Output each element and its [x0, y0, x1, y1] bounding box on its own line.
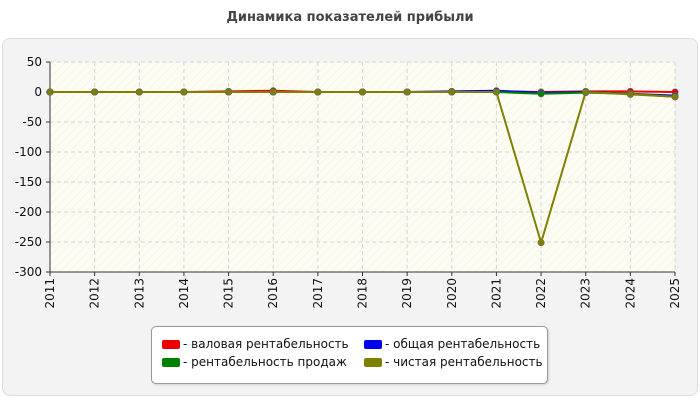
data-point-series-4: [314, 88, 322, 96]
legend-item-sales-margin[interactable]: - рентабельность продаж: [162, 355, 347, 369]
legend-swatch-blue: [364, 339, 382, 349]
y-tick-label: -300: [15, 265, 42, 279]
legend-label: - общая рентабельность: [385, 337, 541, 351]
x-tick-label: 2023: [579, 278, 593, 309]
legend-label: - валовая рентабельность: [183, 337, 349, 351]
y-tick-label: -50: [22, 115, 42, 129]
x-tick-label: 2024: [623, 278, 637, 309]
y-tick-label: 0: [34, 85, 42, 99]
data-point-series-4: [671, 93, 679, 101]
legend-item-gross-margin[interactable]: - валовая рентабельность: [162, 337, 349, 351]
axes: [49, 62, 675, 273]
x-tick-label: 2021: [489, 278, 503, 309]
data-point-series-4: [448, 88, 456, 96]
legend-swatch-green: [162, 357, 180, 367]
x-tick-label: 2017: [311, 278, 325, 309]
data-point-series-4: [492, 88, 500, 96]
y-tick-label: -100: [15, 145, 42, 159]
x-tick-label: 2015: [222, 278, 236, 309]
x-tick-label: 2025: [668, 278, 682, 309]
legend-item-total-margin[interactable]: - общая рентабельность: [364, 337, 540, 351]
y-tick-label: -200: [15, 205, 42, 219]
x-tick-labels: 2011 2012 2013 2014 2015 2016 2017 2018 2019 2020…: [43, 278, 682, 309]
x-tick-label: 2018: [356, 278, 370, 309]
x-tick-label: 2016: [266, 278, 280, 309]
legend-swatch-olive: [364, 357, 382, 367]
data-point-series-4: [626, 90, 634, 98]
y-tick-label: 50: [27, 55, 42, 69]
data-point-series-4: [46, 88, 54, 96]
grid-lines: [46, 61, 676, 276]
y-tick-labels: 50 0 -50 -100 -150 -200 -250 -300: [15, 55, 42, 279]
data-point-series-4: [269, 88, 277, 96]
series-points: [46, 87, 679, 247]
data-point-series-4: [225, 88, 233, 96]
legend: - валовая рентабельность - общая рентабе…: [151, 326, 548, 384]
x-tick-label: 2012: [88, 278, 102, 309]
x-tick-label: 2013: [132, 278, 146, 309]
data-point-series-4: [582, 88, 590, 96]
y-tick-label: -150: [15, 175, 42, 189]
legend-label: - рентабельность продаж: [183, 355, 347, 369]
data-point-series-4: [358, 88, 366, 96]
data-point-series-4: [537, 239, 545, 247]
legend-item-net-margin[interactable]: - чистая рентабельность: [364, 355, 543, 369]
x-tick-label: 2011: [43, 278, 57, 309]
data-point-series-4: [403, 88, 411, 96]
legend-swatch-red: [162, 339, 180, 349]
x-tick-label: 2022: [534, 278, 548, 309]
legend-label: - чистая рентабельность: [385, 355, 543, 369]
x-tick-label: 2019: [400, 278, 414, 309]
x-tick-label: 2020: [445, 278, 459, 309]
data-point-series-4: [180, 88, 188, 96]
chart-title: Динамика показателей прибыли: [226, 10, 474, 25]
data-point-series-4: [135, 88, 143, 96]
data-point-series-3: [537, 90, 545, 98]
data-point-series-4: [91, 88, 99, 96]
x-tick-label: 2014: [177, 278, 191, 309]
y-tick-label: -250: [15, 235, 42, 249]
